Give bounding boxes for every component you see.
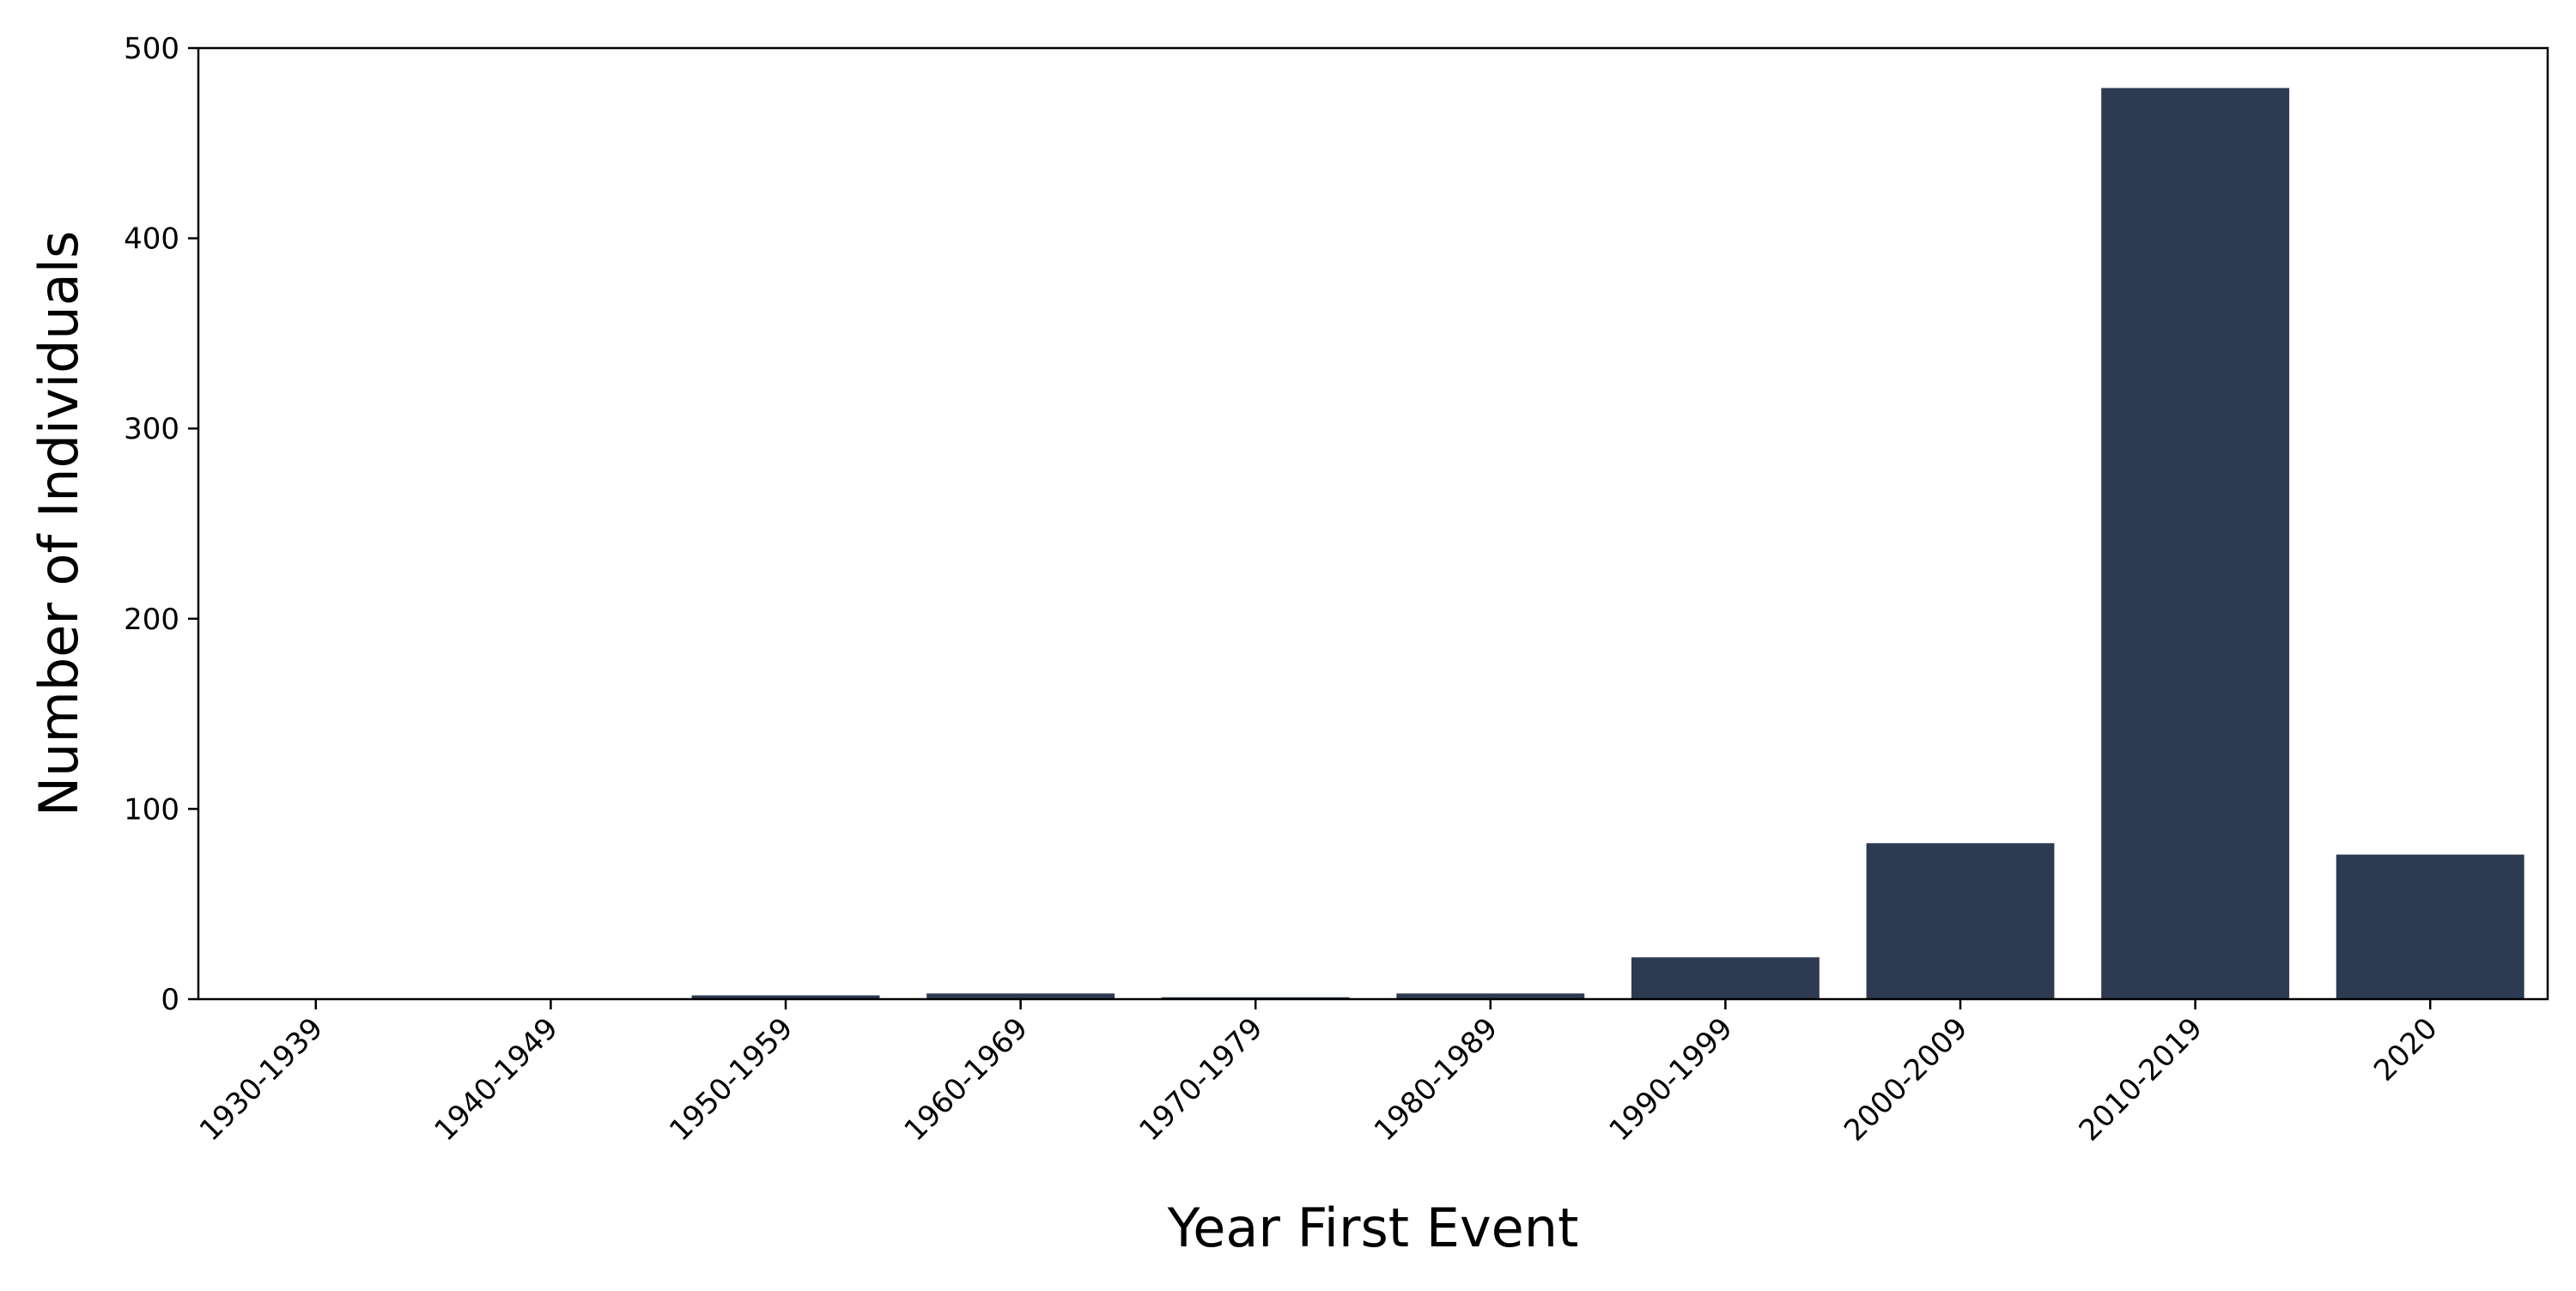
bar-1990-1999 xyxy=(1631,957,1820,999)
x-tick-label: 2020 xyxy=(2367,1011,2444,1088)
y-axis-ticks: 0 100 200 300 400 500 xyxy=(124,32,198,1017)
x-tick-label: 1930-1939 xyxy=(193,1011,330,1148)
bars-group xyxy=(691,88,2524,999)
y-tick-label: 400 xyxy=(124,222,179,257)
x-tick-label: 1980-1989 xyxy=(1368,1011,1504,1148)
bar-1980-1989 xyxy=(1396,993,1585,999)
plot-frame xyxy=(197,46,2549,1001)
x-axis-ticks: 1930-1939 1940-1949 1950-1959 1960-1969 1970… xyxy=(193,999,2445,1148)
bar-1960-1969 xyxy=(927,993,1115,999)
x-tick-label: 1950-1959 xyxy=(663,1011,799,1148)
bar-2000-2009 xyxy=(1866,843,2055,999)
bar-2020 xyxy=(2336,854,2524,999)
y-tick-label: 0 xyxy=(161,983,179,1017)
bar-1950-1959 xyxy=(691,995,880,999)
x-tick-label: 2010-2019 xyxy=(2073,1011,2209,1148)
x-tick-label: 1990-1999 xyxy=(1602,1011,1739,1148)
x-tick-label: 2000-2009 xyxy=(1838,1011,1974,1148)
x-axis-title: Year First Event xyxy=(1167,1197,1579,1259)
y-axis-title: Number of Individuals xyxy=(27,231,90,816)
x-tick-label: 1970-1979 xyxy=(1133,1011,1269,1148)
y-tick-label: 200 xyxy=(124,603,179,637)
x-tick-label: 1940-1949 xyxy=(428,1011,564,1148)
bar-2010-2019 xyxy=(2101,88,2290,999)
y-tick-label: 500 xyxy=(124,32,179,66)
y-tick-label: 300 xyxy=(124,412,179,446)
y-tick-label: 100 xyxy=(124,792,179,827)
x-tick-label: 1960-1969 xyxy=(898,1011,1035,1148)
